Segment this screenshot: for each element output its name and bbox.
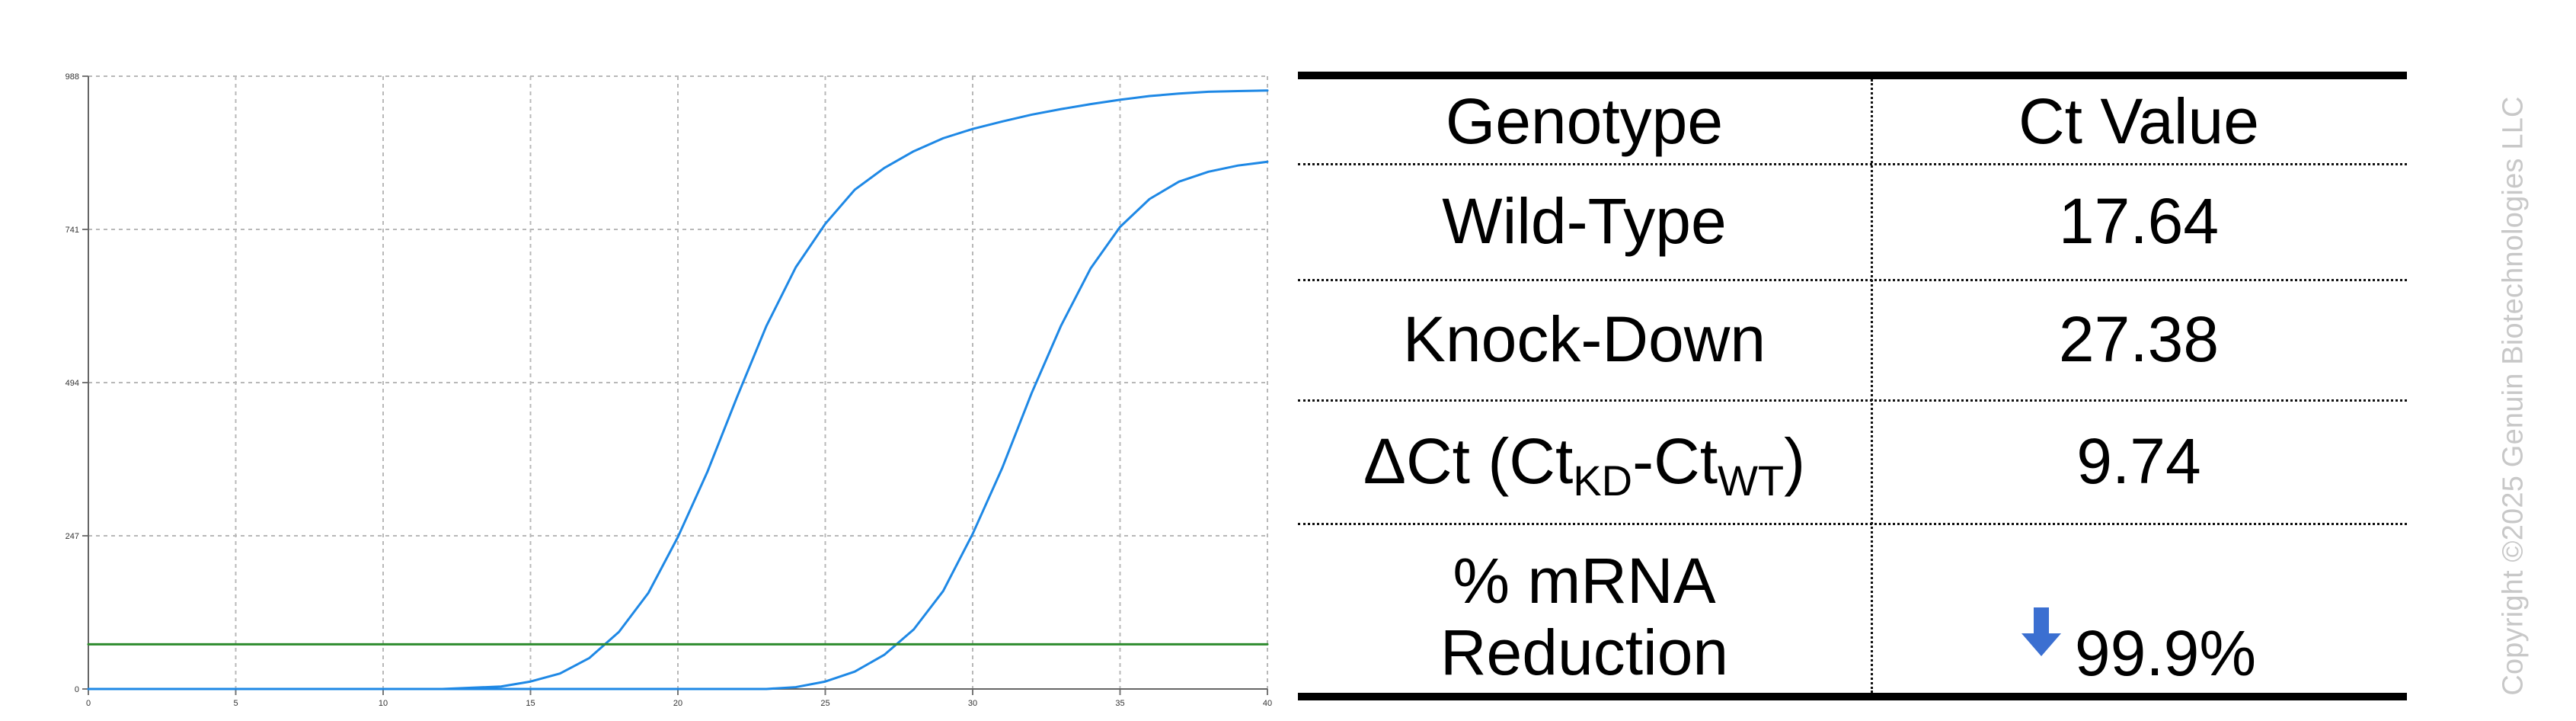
table-row-divider — [1298, 279, 2407, 281]
table-top-border — [1298, 72, 2407, 79]
y-tick-label: 988 — [66, 72, 79, 82]
wild-type-ct-value: 17.64 — [2058, 185, 2220, 257]
x-tick-label: 10 — [379, 699, 388, 708]
y-tick-label: 741 — [66, 226, 79, 235]
amplification-chart-svg: 0 5 10 15 20 25 30 35 40 0 247 494 741 988 — [66, 72, 1272, 708]
knock-down-label: Knock-Down — [1402, 303, 1766, 375]
table-row-divider — [1298, 523, 2407, 525]
amplification-chart: 0 5 10 15 20 25 30 35 40 0 247 494 741 988 — [66, 72, 1272, 708]
table-header-row: Genotype Ct Value — [1298, 79, 2407, 163]
delta-ct-prefix: ΔCt (Ct — [1363, 425, 1574, 497]
x-tick-label: 40 — [1263, 699, 1272, 708]
copyright-notice: Copyright ©2025 Genuin Biotechnologies L… — [2491, 96, 2536, 695]
ct-results-table: Genotype Ct Value Wild-Type 17.64 Knock-… — [1298, 72, 2407, 700]
table-row-divider — [1298, 399, 2407, 402]
knock-down-ct-value: 27.38 — [2058, 303, 2220, 375]
x-tick-label: 0 — [86, 699, 91, 708]
copyright-text: Copyright ©2025 Genuin Biotechnologies L… — [2497, 95, 2530, 696]
y-tick-label: 494 — [66, 379, 79, 388]
reduction-label: % mRNA Reduction — [1298, 523, 1871, 693]
amplification-curve-1 — [87, 89, 1269, 691]
genotype-header: Genotype — [1445, 85, 1724, 157]
reduction-label-line-2: Reduction — [1440, 616, 1729, 688]
delta-ct-middle: -Ct — [1632, 425, 1718, 497]
table-bottom-border — [1298, 693, 2407, 700]
reduction-value: 99.9% — [2074, 617, 2257, 689]
delta-ct-label: ΔCt (Ct KD -Ct WT) — [1298, 399, 1871, 523]
x-tick-label: 5 — [233, 699, 238, 708]
delta-ct-subscript-kd: KD — [1573, 457, 1633, 505]
delta-ct-subscript-wt: WT — [1718, 457, 1785, 505]
x-tick-label: 20 — [673, 699, 682, 708]
delta-ct-value: 9.74 — [2076, 425, 2201, 497]
x-tick-label: 30 — [968, 699, 977, 708]
y-tick-label: 247 — [66, 532, 79, 541]
knock-down-row: Knock-Down 27.38 — [1298, 279, 2407, 399]
delta-ct-suffix: ) — [1784, 425, 1806, 497]
table-row-divider — [1298, 163, 2407, 165]
table-column-divider — [1871, 79, 1873, 693]
y-tick-label: 0 — [75, 685, 79, 694]
wild-type-row: Wild-Type 17.64 — [1298, 163, 2407, 279]
reduction-value-cell: 99.9% — [1871, 523, 2407, 693]
ct-value-header: Ct Value — [2018, 85, 2259, 157]
amplification-curve-2 — [87, 160, 1269, 691]
wild-type-label: Wild-Type — [1442, 185, 1727, 257]
x-tick-label: 25 — [820, 699, 829, 708]
reduction-label-line-1: % mRNA — [1453, 544, 1716, 617]
x-tick-label: 15 — [526, 699, 535, 708]
reduction-row: % mRNA Reduction 99.9% — [1298, 523, 2407, 693]
delta-ct-row: ΔCt (Ct KD -Ct WT) 9.74 — [1298, 399, 2407, 523]
x-tick-label: 35 — [1115, 699, 1124, 708]
down-arrow-icon — [2021, 607, 2061, 656]
